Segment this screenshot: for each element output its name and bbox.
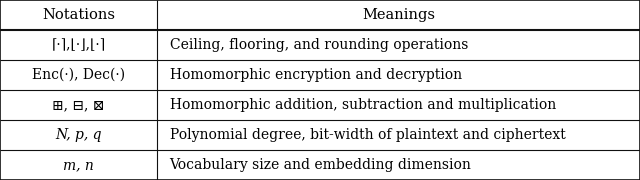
Text: Vocabulary size and embedding dimension: Vocabulary size and embedding dimension bbox=[170, 158, 472, 172]
Text: m, n: m, n bbox=[63, 158, 94, 172]
Text: ⌈·⌉,⌊·⌋,⌊·⌉: ⌈·⌉,⌊·⌋,⌊·⌉ bbox=[51, 38, 106, 52]
Text: N, p, q: N, p, q bbox=[55, 128, 102, 142]
Text: Meanings: Meanings bbox=[362, 8, 435, 22]
Text: Notations: Notations bbox=[42, 8, 115, 22]
Text: ⊞, ⊟, ⊠: ⊞, ⊟, ⊠ bbox=[52, 98, 104, 112]
Text: Polynomial degree, bit-width of plaintext and ciphertext: Polynomial degree, bit-width of plaintex… bbox=[170, 128, 565, 142]
Text: Homomorphic encryption and decryption: Homomorphic encryption and decryption bbox=[170, 68, 461, 82]
Text: Homomorphic addition, subtraction and multiplication: Homomorphic addition, subtraction and mu… bbox=[170, 98, 556, 112]
Text: Enc(·), Dec(·): Enc(·), Dec(·) bbox=[32, 68, 125, 82]
Text: Ceiling, flooring, and rounding operations: Ceiling, flooring, and rounding operatio… bbox=[170, 38, 468, 52]
